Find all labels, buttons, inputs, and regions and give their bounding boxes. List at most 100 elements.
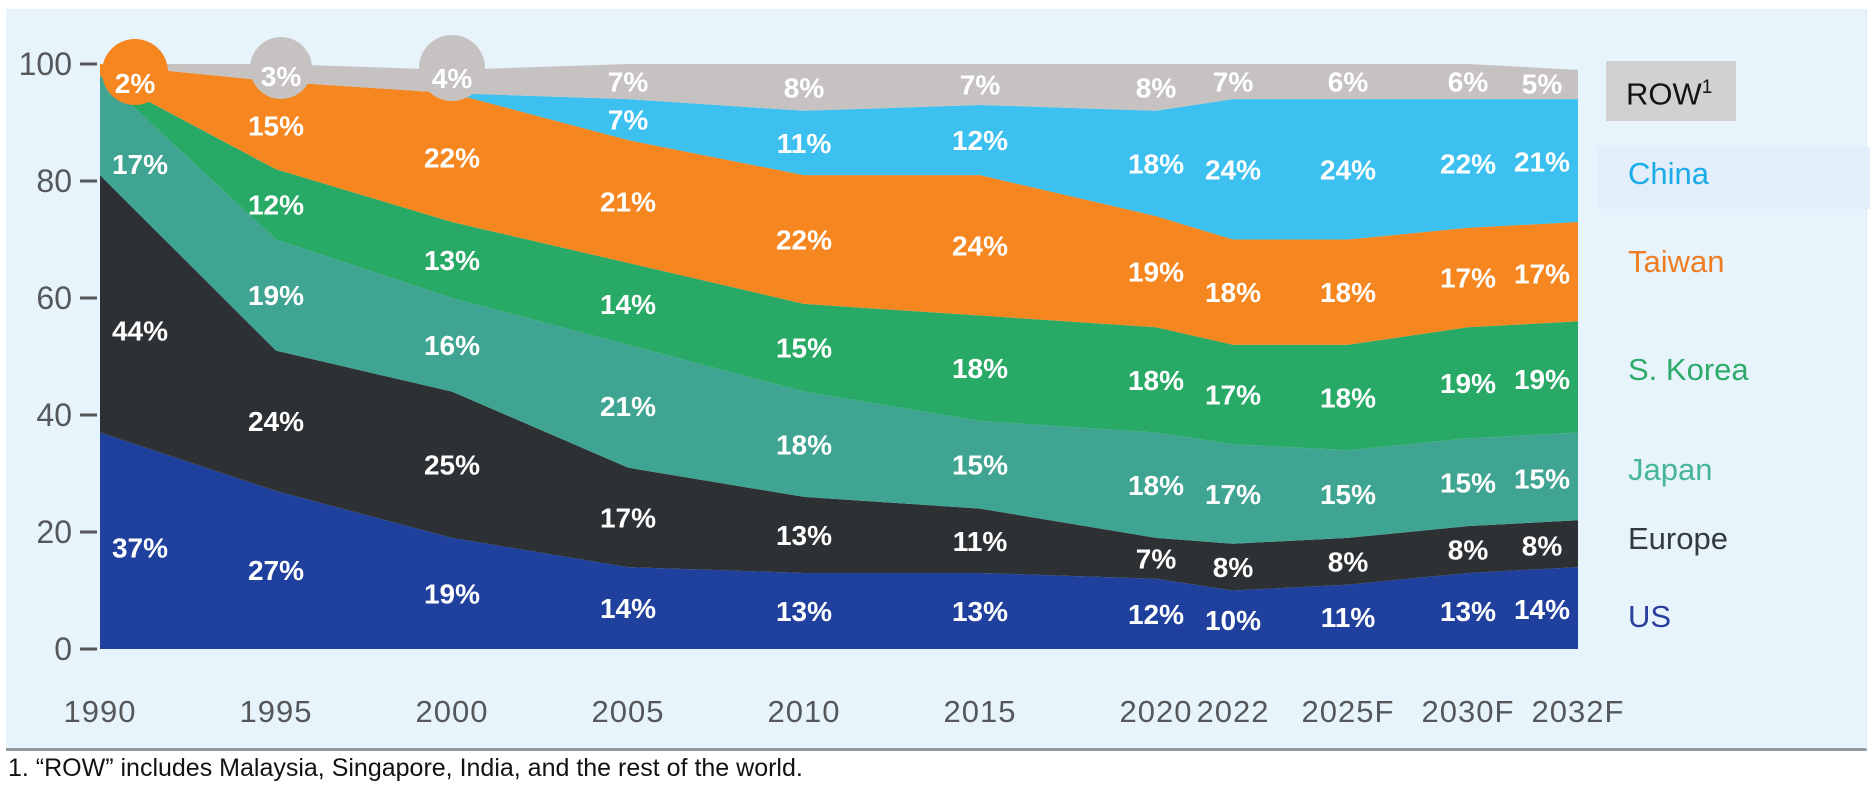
value-label-europe-1995: 24% xyxy=(248,406,304,437)
value-label-europe-2020: 7% xyxy=(1136,543,1177,574)
value-label-s-korea-2000: 13% xyxy=(424,245,480,276)
y-axis-tick-label: 0 xyxy=(54,631,72,667)
value-label-taiwan-1995: 15% xyxy=(248,110,304,141)
value-label-europe-2015: 11% xyxy=(953,526,1008,557)
value-label-row-2020: 8% xyxy=(1136,72,1177,103)
value-label-taiwan-2025f: 18% xyxy=(1320,277,1376,308)
x-axis-label-2010: 2010 xyxy=(768,694,841,729)
value-label-europe-2022: 8% xyxy=(1213,552,1254,583)
y-axis-tick-label: 80 xyxy=(36,163,72,199)
area-china xyxy=(100,64,1578,240)
value-label-us-2020: 12% xyxy=(1128,599,1184,630)
value-label-china-2025f: 24% xyxy=(1320,154,1376,185)
y-axis-tick-label: 60 xyxy=(36,280,72,316)
area-us xyxy=(100,432,1578,649)
value-label-s-korea-2022: 17% xyxy=(1205,380,1261,411)
value-label-europe-2000: 25% xyxy=(424,450,480,481)
area-japan xyxy=(100,75,1578,544)
value-label-europe-2030f: 8% xyxy=(1448,535,1489,566)
x-axis-label-2030f: 2030F xyxy=(1422,694,1515,729)
value-label-row-2000: 4% xyxy=(432,63,473,94)
value-label-row-2022: 7% xyxy=(1213,67,1254,98)
value-label-s-korea-2010: 15% xyxy=(776,333,832,364)
value-label-s-korea-2025f: 18% xyxy=(1320,382,1376,413)
value-label-row-2015: 7% xyxy=(960,69,1001,100)
value-label-china-2030f: 22% xyxy=(1440,148,1496,179)
value-label-taiwan-2032f: 17% xyxy=(1514,259,1570,290)
x-axis-label-2022: 2022 xyxy=(1197,694,1270,729)
value-label-china-2020: 18% xyxy=(1128,148,1184,179)
value-label-china-2015: 12% xyxy=(952,125,1008,156)
area-taiwan xyxy=(100,64,1578,345)
x-axis-label-2005: 2005 xyxy=(592,694,665,729)
bubble-taiwan-1990 xyxy=(102,39,168,105)
x-axis-label-1990: 1990 xyxy=(64,694,137,729)
y-axis-tick-label: 100 xyxy=(19,46,72,82)
y-axis-tick-label: 40 xyxy=(36,397,72,433)
x-axis-label-2020: 2020 xyxy=(1120,694,1193,729)
value-label-japan-2025f: 15% xyxy=(1320,479,1376,510)
value-label-us-2005: 14% xyxy=(600,593,656,624)
value-label-taiwan-2010: 22% xyxy=(776,225,832,256)
x-axis-label-2032f: 2032F xyxy=(1532,694,1625,729)
value-label-us-2025f: 11% xyxy=(1321,602,1376,633)
value-label-europe-2010: 13% xyxy=(776,520,832,551)
x-axis-label-2000: 2000 xyxy=(416,694,489,729)
value-label-row-2030f: 6% xyxy=(1448,67,1489,98)
x-axis-label-1995: 1995 xyxy=(240,694,313,729)
y-axis-tick-label: 20 xyxy=(36,514,72,550)
value-label-s-korea-2020: 18% xyxy=(1128,365,1184,396)
value-label-row-2005: 7% xyxy=(608,67,649,98)
value-label-japan-2022: 17% xyxy=(1205,479,1261,510)
value-label-taiwan-2030f: 17% xyxy=(1440,263,1496,294)
x-axis-label-2025f: 2025F xyxy=(1302,694,1395,729)
value-label-us-1995: 27% xyxy=(248,555,304,586)
value-label-row-2010: 8% xyxy=(784,72,825,103)
value-label-europe-2032f: 8% xyxy=(1522,531,1563,562)
value-label-taiwan-1990: 2% xyxy=(115,68,156,99)
area-europe xyxy=(100,175,1578,591)
value-label-s-korea-2005: 14% xyxy=(600,289,656,320)
value-label-row-2032f: 5% xyxy=(1522,69,1563,100)
value-label-us-2010: 13% xyxy=(776,596,832,627)
value-label-japan-2032f: 15% xyxy=(1514,463,1570,494)
value-label-china-2005: 7% xyxy=(608,105,649,136)
value-label-china-2032f: 21% xyxy=(1514,146,1570,177)
value-label-taiwan-2022: 18% xyxy=(1205,277,1261,308)
value-label-s-korea-2015: 18% xyxy=(952,353,1008,384)
value-label-europe-2025f: 8% xyxy=(1328,546,1369,577)
value-label-taiwan-2005: 21% xyxy=(600,186,656,217)
value-label-taiwan-2015: 24% xyxy=(952,230,1008,261)
bubble-row-1995 xyxy=(250,37,312,99)
value-label-row-2025f: 6% xyxy=(1328,67,1369,98)
x-axis-label-2015: 2015 xyxy=(944,694,1017,729)
value-label-us-2015: 13% xyxy=(952,596,1008,627)
value-label-us-2022: 10% xyxy=(1205,605,1261,636)
value-label-us-2032f: 14% xyxy=(1514,594,1570,625)
value-label-china-2010: 11% xyxy=(777,128,832,159)
value-label-us-2000: 19% xyxy=(424,578,480,609)
value-label-europe-2005: 17% xyxy=(600,502,656,533)
value-label-japan-1990: 17% xyxy=(112,149,168,180)
value-label-japan-1995: 19% xyxy=(248,280,304,311)
value-label-japan-2015: 15% xyxy=(952,450,1008,481)
value-label-japan-2000: 16% xyxy=(424,330,480,361)
value-label-taiwan-2020: 19% xyxy=(1128,257,1184,288)
value-label-china-2022: 24% xyxy=(1205,154,1261,185)
area-s-korea xyxy=(100,75,1578,451)
bubble-row-2000 xyxy=(419,35,485,101)
value-label-japan-2010: 18% xyxy=(776,429,832,460)
value-label-japan-2030f: 15% xyxy=(1440,467,1496,498)
value-label-us-2030f: 13% xyxy=(1440,596,1496,627)
value-label-row-1995: 3% xyxy=(261,61,302,92)
value-label-s-korea-2030f: 19% xyxy=(1440,368,1496,399)
value-label-japan-2005: 21% xyxy=(600,391,656,422)
value-label-s-korea-1995: 12% xyxy=(248,189,304,220)
value-label-taiwan-2000: 22% xyxy=(424,143,480,174)
footnote: 1. “ROW” includes Malaysia, Singapore, I… xyxy=(8,754,803,782)
value-label-us-1990: 37% xyxy=(112,532,168,563)
value-label-s-korea-2032f: 19% xyxy=(1514,364,1570,395)
value-label-europe-1990: 44% xyxy=(112,315,168,346)
value-label-japan-2020: 18% xyxy=(1128,470,1184,501)
